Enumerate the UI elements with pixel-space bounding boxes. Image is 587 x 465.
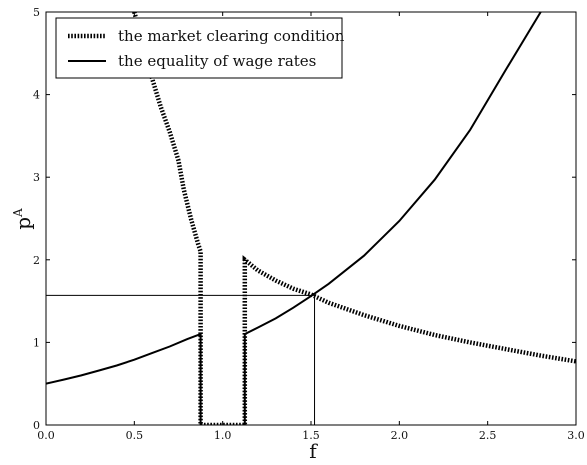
y-tick-label: 0 — [33, 419, 40, 432]
legend-box — [55, 17, 343, 79]
legend: the market clearing condition the equalit… — [55, 17, 345, 79]
x-tick-label: 0.5 — [126, 429, 144, 442]
y-tick-label: 1 — [33, 336, 40, 349]
y-axis-label: pA — [11, 208, 35, 230]
tick-group: 0.0 0.5 1.0 1.5 2.0 2.5 3.0 0 1 2 3 4 5 — [33, 6, 585, 442]
series-wage-equality-line — [46, 332, 202, 425]
legend-label: the equality of wage rates — [118, 52, 316, 70]
series-group — [46, 12, 576, 425]
y-tick-label: 2 — [33, 254, 40, 267]
y-tick-label: 4 — [33, 89, 40, 102]
x-tick-label: 0.0 — [37, 429, 55, 442]
x-tick-label: 2.0 — [391, 429, 409, 442]
legend-label: the market clearing condition — [118, 27, 345, 45]
x-tick-label: 1.5 — [302, 429, 320, 442]
x-tick-label: 2.5 — [479, 429, 497, 442]
x-tick-label: 3.0 — [567, 429, 585, 442]
y-tick-label: 5 — [33, 6, 40, 19]
reference-lines — [46, 294, 316, 425]
x-axis-label: f — [309, 439, 318, 463]
series-wage-equality-line — [243, 12, 542, 425]
y-tick-label: 3 — [33, 171, 40, 184]
x-tick-label: 1.0 — [214, 429, 232, 442]
